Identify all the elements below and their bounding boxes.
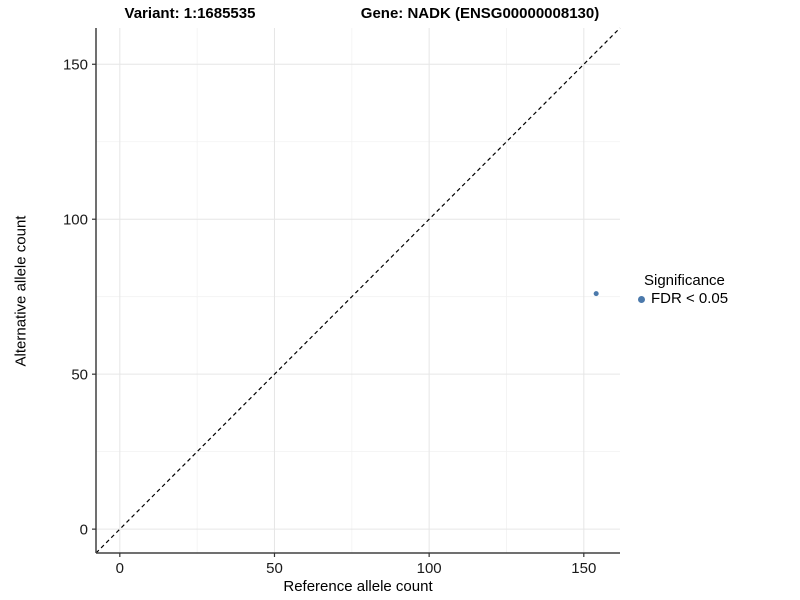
x-tick-label: 150 xyxy=(571,560,596,577)
data-point xyxy=(593,291,599,297)
x-tick-label: 50 xyxy=(266,560,283,577)
title-gene: Gene: NADK (ENSG00000008130) xyxy=(360,5,600,22)
x-tick-label: 100 xyxy=(417,560,442,577)
legend-item: FDR < 0.05 xyxy=(638,290,728,308)
title-variant: Variant: 1:1685535 xyxy=(124,5,256,22)
legend-title: Significance xyxy=(644,272,725,289)
legend-item-label: FDR < 0.05 xyxy=(651,290,729,307)
y-tick-label: 50 xyxy=(71,366,88,383)
legend: Significance FDR < 0.05 xyxy=(638,272,728,308)
y-tick-label: 0 xyxy=(80,521,88,538)
legend-point-swatch xyxy=(638,295,645,303)
x-tick-label: 0 xyxy=(116,560,124,577)
y-axis-title: Alternative allele count xyxy=(12,215,30,367)
y-tick-label: 100 xyxy=(63,211,88,228)
y-tick-label: 150 xyxy=(63,56,88,73)
identity-dashed-line xyxy=(95,27,621,554)
x-axis-title: Reference allele count xyxy=(283,578,433,595)
